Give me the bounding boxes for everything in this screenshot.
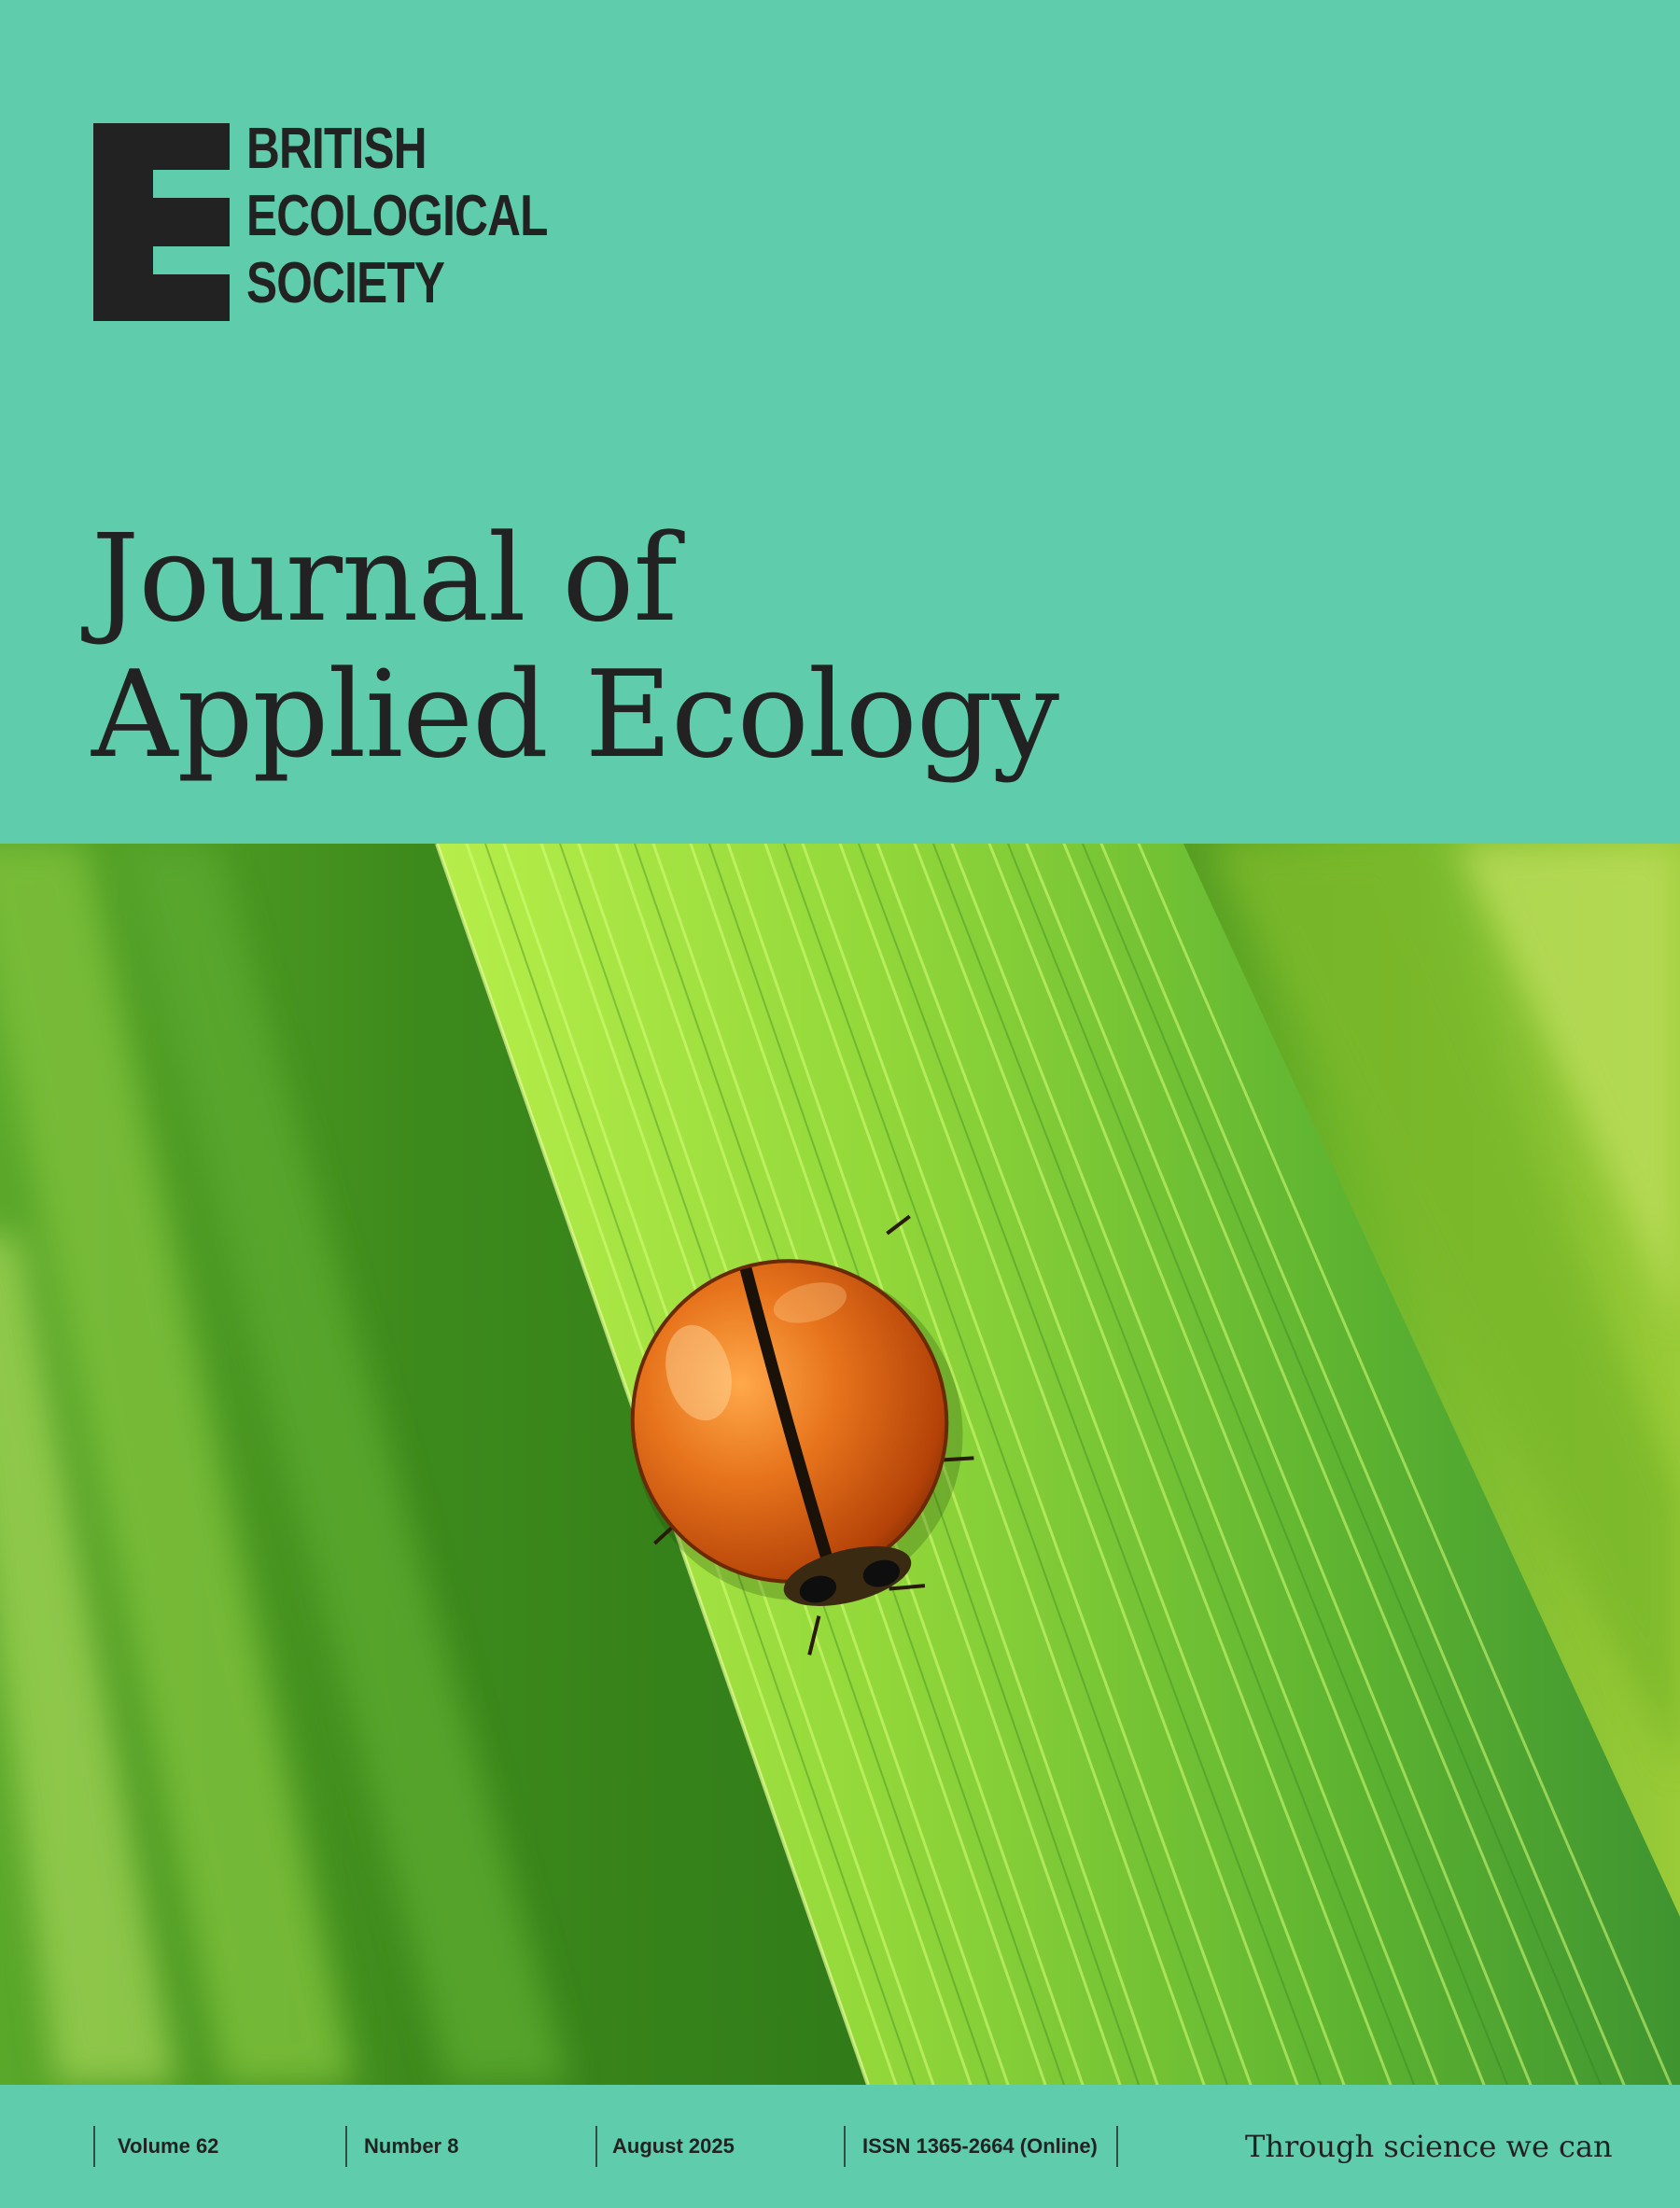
logo-line-3: SOCIETY <box>246 251 445 315</box>
issn-label: ISSN 1365-2664 (Online) <box>862 2134 1098 2158</box>
ladybird-on-grass-illustration <box>0 844 1680 2085</box>
issue-number-label: Number 8 <box>364 2134 459 2158</box>
journal-title: Journal of Applied Ecology <box>91 510 1059 785</box>
footer-divider <box>345 2126 347 2167</box>
british-ecological-society-logo: BRITISH ECOLOGICAL SOCIETY <box>93 117 548 321</box>
cover-header-band: BRITISH ECOLOGICAL SOCIETY Journal of Ap… <box>0 0 1680 844</box>
footer-divider <box>844 2126 846 2167</box>
cover-photo <box>0 844 1680 2085</box>
logo-line-2: ECOLOGICAL <box>246 184 548 248</box>
journal-title-line-1: Journal of <box>91 510 678 649</box>
issue-date-label: August 2025 <box>612 2134 735 2158</box>
logo-line-1: BRITISH <box>246 117 427 181</box>
bes-logo-mark-icon <box>93 123 230 321</box>
footer-divider <box>93 2126 95 2167</box>
journal-title-line-2: Applied Ecology <box>91 646 1059 785</box>
logo-wordmark: BRITISH ECOLOGICAL SOCIETY <box>246 116 623 317</box>
footer-divider <box>1116 2126 1118 2167</box>
ladybird-icon <box>630 1214 974 1656</box>
volume-label: Volume 62 <box>118 2134 219 2158</box>
blurred-grass-background <box>0 844 1680 2085</box>
cover-footer: Volume 62 Number 8 August 2025 ISSN 1365… <box>0 2085 1680 2208</box>
society-tagline: Through science we can <box>1245 2129 1613 2164</box>
footer-divider <box>595 2126 597 2167</box>
